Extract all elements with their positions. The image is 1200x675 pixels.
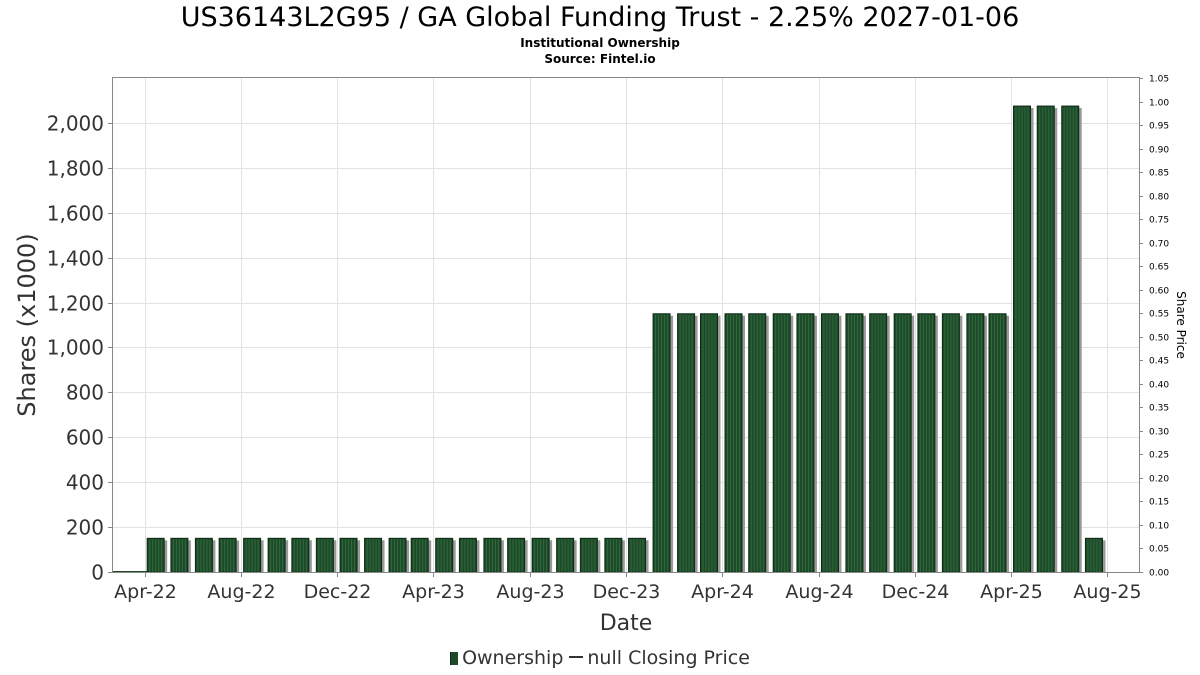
x-axis-title: Date <box>600 611 653 636</box>
y2-axis-title: Share Price <box>1174 291 1188 359</box>
x-tick-label: Aug-22 <box>207 581 275 603</box>
y-tick-label: 800 <box>66 381 104 405</box>
chart-title: US36143L2G95 / GA Global Funding Trust -… <box>180 2 1020 33</box>
y2-tick-label: 0.70 <box>1149 240 1169 250</box>
legend-swatch-ownership <box>450 652 459 665</box>
y2-tick-label: 0.85 <box>1149 169 1169 179</box>
y2-tick-label: 0.40 <box>1149 381 1169 391</box>
y2-tick-label: 0.45 <box>1149 357 1169 367</box>
y2-tick-label: 0.80 <box>1149 193 1169 203</box>
y2-tick-label: 0.55 <box>1149 310 1169 320</box>
legend-swatch-price <box>569 656 584 658</box>
x-tick-label: Apr-22 <box>114 581 177 603</box>
x-tick-label: Dec-23 <box>593 581 661 603</box>
y2-tick-label: 0.30 <box>1149 428 1169 438</box>
x-axis: Apr-22 Aug-22 Dec-22 Apr-23 Aug-23 Dec-23 Apr-… <box>114 572 1142 603</box>
x-tick-label: Aug-23 <box>496 581 564 603</box>
x-tick-label: Apr-23 <box>402 581 465 603</box>
x-tick-label: Aug-25 <box>1073 581 1141 603</box>
legend-label-ownership: Ownership <box>462 647 564 669</box>
y-tick-label: 200 <box>66 516 104 540</box>
y2-tick-label: 0.90 <box>1149 146 1169 156</box>
y2-tick-label: 1.00 <box>1149 99 1169 109</box>
legend: Ownership null Closing Price <box>0 647 1200 669</box>
y-tick-label: 1,200 <box>47 292 104 316</box>
y2-tick-label: 0.10 <box>1149 522 1169 532</box>
y2-tick-label: 0.05 <box>1149 545 1169 555</box>
x-tick-label: Apr-24 <box>691 581 754 603</box>
y2-tick-label: 0.65 <box>1149 263 1169 273</box>
y2-tick-label: 1.05 <box>1149 75 1169 85</box>
x-tick-label: Aug-24 <box>785 581 853 603</box>
y-tick-label: 1,000 <box>47 336 104 360</box>
y-tick-label: 2,000 <box>47 112 104 136</box>
y2-tick-label: 0.20 <box>1149 475 1169 485</box>
y2-tick-label: 0.15 <box>1149 498 1169 508</box>
legend-label-price: null Closing Price <box>587 647 750 669</box>
y-tick-label: 400 <box>66 471 104 495</box>
y2-tick-label: 0.35 <box>1149 404 1169 414</box>
y-tick-label: 600 <box>66 426 104 450</box>
y-axis-left: 0 200 400 600 800 1,000 1,200 1,400 1,600 1,800 2,… <box>47 112 113 585</box>
y-axis-title: Shares (x1000) <box>13 233 41 416</box>
y2-tick-label: 0.25 <box>1149 451 1169 461</box>
y-tick-label: 1,400 <box>47 247 104 271</box>
y2-tick-label: 0.60 <box>1149 287 1169 297</box>
x-tick-label: Dec-22 <box>304 581 372 603</box>
chart-subtitle: Institutional Ownership <box>520 36 680 50</box>
y2-tick-label: 0.95 <box>1149 122 1169 132</box>
y2-tick-label: 0.00 <box>1149 569 1169 579</box>
x-tick-label: Dec-24 <box>882 581 950 603</box>
y-tick-label: 0 <box>91 561 104 585</box>
bars <box>113 105 1106 573</box>
y-tick-label: 1,800 <box>47 157 104 181</box>
y2-tick-label: 0.75 <box>1149 216 1169 226</box>
y-axis-right: 0.00 0.05 0.10 0.15 0.20 0.25 0.30 0.35 0.40 0.45… <box>1139 75 1169 579</box>
y-tick-label: 1,600 <box>47 202 104 226</box>
chart-source: Source: Fintel.io <box>544 52 656 66</box>
y2-tick-label: 0.50 <box>1149 334 1169 344</box>
x-tick-label: Apr-25 <box>980 581 1043 603</box>
